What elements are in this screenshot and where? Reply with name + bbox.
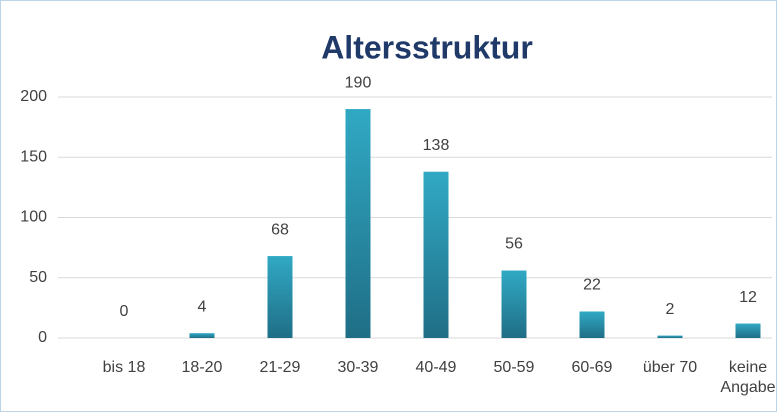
x-tick-label: 18-20: [181, 359, 223, 376]
data-label: 68: [271, 221, 289, 238]
x-tick-label: keine Angabe: [720, 359, 776, 396]
chart-title: Altersstruktur: [321, 29, 533, 65]
bar: [657, 335, 683, 338]
x-tick-label: 40-49: [415, 359, 457, 376]
bar: [501, 270, 527, 338]
x-tick-label: 21-29: [259, 359, 301, 376]
data-label: 12: [739, 289, 757, 306]
y-tick-label: 50: [29, 269, 47, 286]
bar: [423, 171, 449, 338]
bar: [345, 109, 371, 338]
data-label: 138: [423, 137, 450, 154]
bar: [735, 323, 761, 338]
data-label: 0: [120, 303, 129, 320]
y-tick-label: 200: [20, 88, 47, 105]
data-label: 2: [666, 301, 675, 318]
x-tick-label: über 70: [642, 359, 698, 376]
bar: [189, 333, 215, 338]
y-tick-label: 100: [20, 209, 47, 226]
bar: [579, 311, 605, 338]
x-tick-label: bis 18: [102, 359, 146, 376]
data-label: 4: [198, 298, 207, 315]
x-tick-label: 30-39: [337, 359, 379, 376]
y-tick-label: 0: [38, 329, 47, 346]
x-tick-label: 60-69: [571, 359, 613, 376]
x-tick-label: 50-59: [493, 359, 535, 376]
data-label: 22: [583, 277, 601, 294]
data-label: 190: [345, 74, 372, 91]
y-tick-label: 150: [20, 148, 47, 165]
data-label: 56: [505, 236, 523, 253]
bar: [267, 256, 293, 338]
